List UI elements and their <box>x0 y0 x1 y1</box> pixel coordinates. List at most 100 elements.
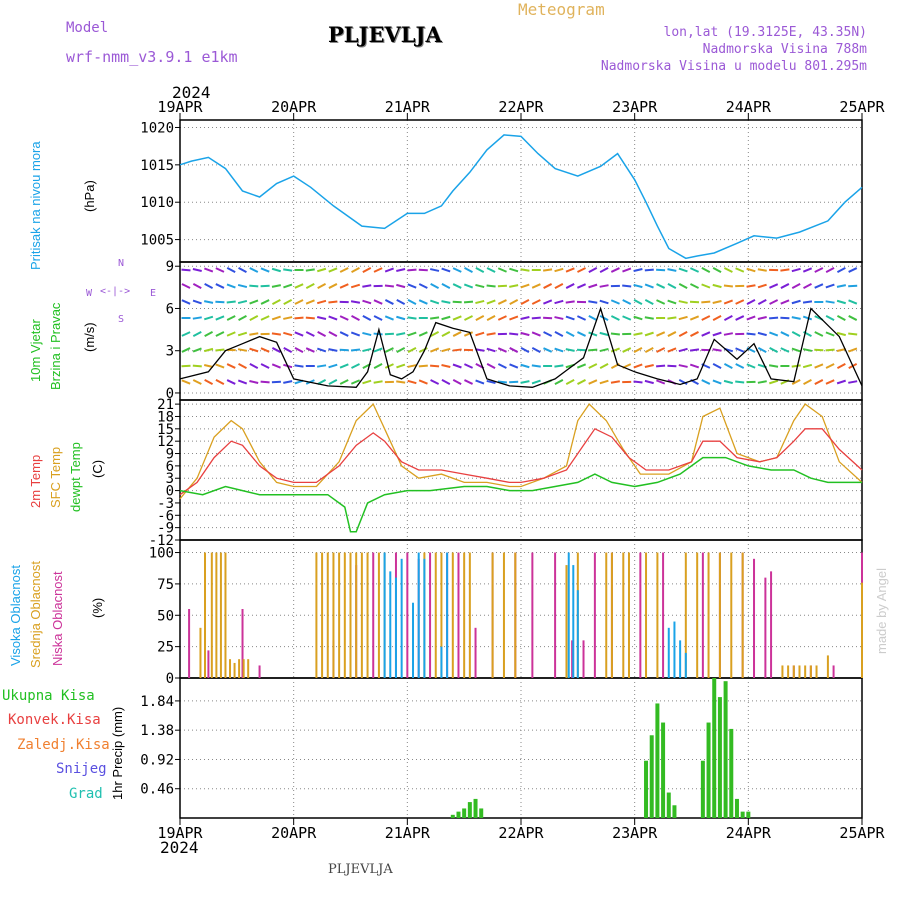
wind-arrow <box>656 364 666 368</box>
year-bottom: 2024 <box>160 838 199 857</box>
wind-arrow <box>735 299 745 305</box>
wind-arrow <box>418 299 428 305</box>
wind-arrow <box>328 283 338 289</box>
wind-arrow <box>192 364 202 368</box>
wind-arrow <box>430 282 440 290</box>
wind-arrow <box>192 299 202 305</box>
wind-arrow <box>735 267 745 273</box>
wind-arrow <box>723 299 733 305</box>
wind-arrow <box>463 283 474 289</box>
wind-arrow <box>599 347 609 353</box>
wind-arrow <box>531 283 541 289</box>
wind-arrow <box>238 314 247 322</box>
cloud-bar-1 <box>861 582 863 678</box>
y-tick-label: 15 <box>157 422 174 438</box>
wind-arrow <box>204 267 214 273</box>
wind-arrow <box>678 282 688 290</box>
y-tick-label: 3 <box>166 344 174 360</box>
product-title: Meteogram <box>518 0 605 19</box>
wind-arrow <box>520 331 530 337</box>
wind-arrow <box>644 316 654 320</box>
wind-arrow <box>249 267 259 273</box>
wind-arrow <box>712 348 722 352</box>
wind-arrow <box>836 379 846 385</box>
wind-arrow <box>531 331 541 337</box>
wind-arrow <box>848 315 858 321</box>
station-title: PLJEVLJA <box>328 22 442 47</box>
wind-arrow <box>509 267 519 273</box>
wind-arrow <box>192 347 202 353</box>
wind-arrow <box>430 379 440 385</box>
wind-arrow <box>689 300 700 304</box>
wind-arrow <box>237 283 248 289</box>
cloud-bar-1 <box>730 552 733 678</box>
wind-arrow <box>701 315 711 321</box>
wind-arrow <box>769 347 779 353</box>
wind-arrow <box>475 331 485 337</box>
wind-arrow <box>226 379 236 385</box>
wind-arrow <box>271 347 281 353</box>
wind-arrow <box>769 379 779 385</box>
wind-arrow <box>689 315 700 321</box>
wind-arrow <box>836 299 846 305</box>
wind-arrow <box>430 364 440 368</box>
wind-arrow <box>181 331 191 337</box>
wind-arrow <box>475 314 485 322</box>
x-tick-label-bottom: 20APR <box>271 824 317 842</box>
wind-arrow <box>802 315 813 321</box>
wind-arrow <box>418 283 428 289</box>
wind-arrow <box>723 284 733 288</box>
y-tick-label: 9 <box>166 259 174 275</box>
precip-bar <box>734 798 739 818</box>
cloud-bar-0 <box>639 552 642 678</box>
wind-arrow <box>588 331 598 337</box>
cloud-bar-1 <box>242 659 245 678</box>
precip-bar <box>746 811 751 818</box>
wind-arrow <box>746 363 756 369</box>
wind-arrow <box>543 283 553 289</box>
wind-arrow <box>418 331 428 337</box>
wind-arrow <box>351 363 360 369</box>
wind-arrow <box>271 284 282 288</box>
wind-arrow <box>271 363 281 369</box>
wind-arrow <box>554 267 564 273</box>
wind-arrow <box>441 300 451 304</box>
wind-arrow <box>418 364 428 368</box>
wind-arrow <box>622 284 632 288</box>
precip-bar <box>655 703 660 818</box>
wind-arrow <box>814 363 824 369</box>
wind-arrow <box>464 267 473 273</box>
wind-arrow <box>791 282 801 290</box>
wind-arrow <box>463 363 474 369</box>
wind-arrow <box>690 331 699 337</box>
wind-arrow <box>384 363 394 369</box>
wind-arrow <box>328 330 338 338</box>
cloud-bar-2 <box>667 627 670 678</box>
wind-arrow <box>362 284 372 288</box>
precip-bar <box>467 802 472 818</box>
wind-arrow <box>622 267 632 273</box>
wind-arrow <box>588 266 598 274</box>
wind-arrow <box>633 346 643 354</box>
wind-arrow <box>554 379 564 385</box>
wind-arrow <box>452 283 462 289</box>
wind-arrow <box>452 378 462 386</box>
wind-arrow <box>328 363 338 369</box>
wind-arrow <box>565 300 575 304</box>
wind-arrow <box>520 363 530 369</box>
wind-arrow <box>836 362 846 370</box>
wind-arrow <box>565 378 575 386</box>
y-tick-label: 0 <box>166 671 174 687</box>
wind-arrow <box>452 267 462 273</box>
wind-arrow <box>836 314 846 322</box>
wind-arrow <box>633 283 643 289</box>
wind-arrow <box>712 331 722 337</box>
cloud-bar-1 <box>238 659 241 678</box>
wind-arrow <box>181 299 191 305</box>
wind-arrow <box>678 364 688 368</box>
cloud-bar-1 <box>627 552 630 678</box>
x-tick-label-top: 23APR <box>612 98 658 116</box>
wind-arrow <box>825 266 835 274</box>
cloud-bar-1 <box>355 552 358 678</box>
wind-arrow <box>237 331 248 337</box>
